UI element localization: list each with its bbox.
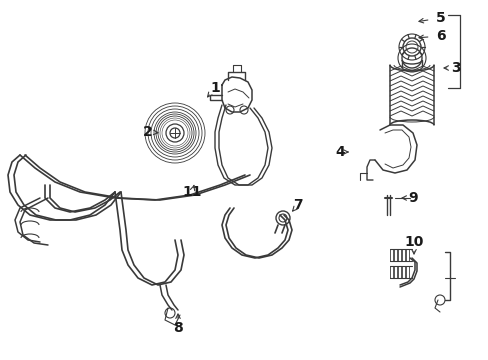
- Text: 1: 1: [210, 81, 220, 95]
- Text: 6: 6: [435, 29, 445, 43]
- Text: 9: 9: [407, 191, 417, 205]
- Text: 8: 8: [173, 321, 183, 335]
- Text: 11: 11: [182, 185, 202, 199]
- Bar: [389, 249, 392, 261]
- Bar: [401, 266, 404, 278]
- Text: 7: 7: [293, 198, 302, 212]
- Text: 4: 4: [334, 145, 344, 159]
- Bar: [405, 266, 408, 278]
- Bar: [397, 249, 400, 261]
- Bar: [393, 266, 396, 278]
- Bar: [389, 266, 392, 278]
- Text: 3: 3: [450, 61, 460, 75]
- Text: 10: 10: [404, 235, 423, 249]
- Bar: [401, 249, 404, 261]
- Bar: [397, 266, 400, 278]
- Text: 2: 2: [143, 125, 153, 139]
- Text: 5: 5: [435, 11, 445, 25]
- Bar: [405, 249, 408, 261]
- Bar: [393, 249, 396, 261]
